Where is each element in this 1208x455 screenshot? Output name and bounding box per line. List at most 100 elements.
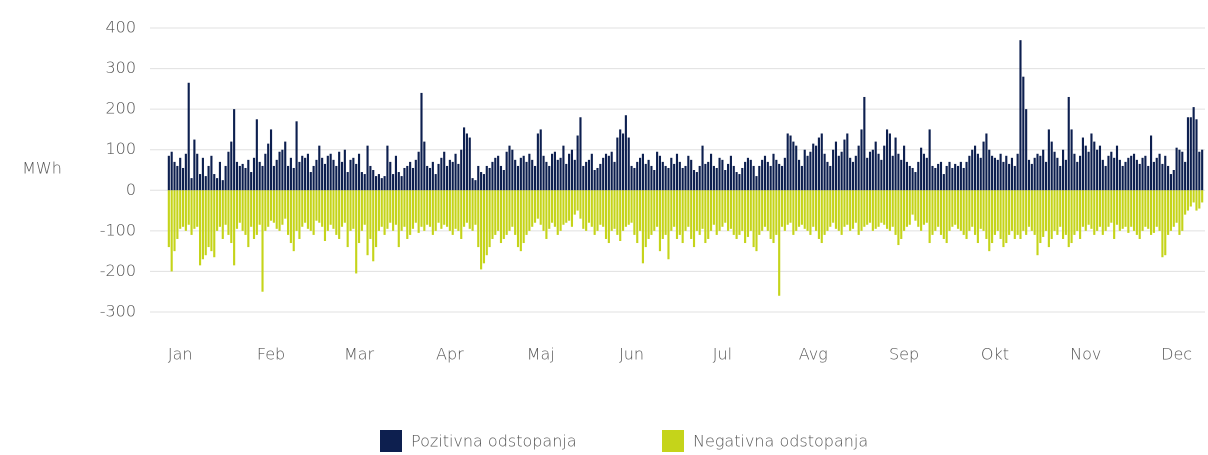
bar xyxy=(633,167,636,191)
bar xyxy=(1098,145,1102,191)
bar xyxy=(624,190,627,227)
bar xyxy=(911,190,914,215)
bar xyxy=(196,153,199,191)
bar xyxy=(973,145,977,191)
bar xyxy=(250,190,253,227)
bar xyxy=(568,190,571,221)
bar xyxy=(678,161,681,191)
bar xyxy=(1167,190,1170,235)
bar xyxy=(829,165,832,191)
bar xyxy=(724,170,727,191)
bar xyxy=(533,165,537,191)
bar xyxy=(891,190,894,227)
bar xyxy=(409,161,412,191)
bar xyxy=(403,190,406,227)
y-axis-label: MWh xyxy=(22,159,62,178)
bar xyxy=(440,190,443,229)
bar xyxy=(780,165,784,191)
bar xyxy=(357,190,361,244)
bar xyxy=(289,157,292,191)
bar xyxy=(775,190,778,235)
bar xyxy=(250,172,253,191)
bar xyxy=(1113,157,1116,191)
bar xyxy=(948,161,951,191)
bar xyxy=(661,190,664,239)
bar xyxy=(954,190,957,225)
bar xyxy=(227,151,230,191)
bar xyxy=(732,190,735,235)
bar xyxy=(1175,147,1178,191)
bar xyxy=(1081,137,1084,191)
bar xyxy=(1013,165,1016,191)
bar xyxy=(1110,190,1113,223)
bar xyxy=(349,190,352,231)
bar xyxy=(233,190,236,266)
bar xyxy=(1132,190,1136,231)
bar xyxy=(800,165,803,191)
bar xyxy=(1093,190,1096,235)
bar xyxy=(1039,190,1042,244)
bar xyxy=(377,190,380,231)
bar xyxy=(1061,149,1065,191)
bar xyxy=(522,190,525,244)
bar xyxy=(630,165,633,191)
bar xyxy=(871,190,874,231)
bar xyxy=(1019,190,1022,239)
bar xyxy=(491,161,494,191)
bar xyxy=(709,153,713,191)
bar xyxy=(304,190,307,223)
bar xyxy=(570,190,574,227)
bar xyxy=(976,190,979,244)
bar xyxy=(1104,165,1107,191)
bar xyxy=(414,190,417,223)
bar xyxy=(982,141,985,191)
bar xyxy=(287,165,290,191)
bar xyxy=(298,161,301,191)
bar xyxy=(1161,163,1164,191)
bar xyxy=(658,190,662,252)
bar xyxy=(780,190,784,227)
bar xyxy=(505,151,508,191)
bar xyxy=(323,190,327,241)
bar xyxy=(863,96,866,191)
bar xyxy=(749,159,752,191)
x-tick-label: Jun xyxy=(619,345,644,364)
bar xyxy=(468,190,471,229)
bar xyxy=(1104,190,1107,231)
bar xyxy=(1167,165,1170,191)
bar xyxy=(1155,190,1158,227)
bar xyxy=(514,159,517,191)
bar xyxy=(1158,153,1161,191)
bar xyxy=(806,190,809,231)
bar xyxy=(956,165,960,191)
bar xyxy=(1127,190,1130,233)
bar xyxy=(928,190,931,244)
x-tick-label: Sep xyxy=(889,345,919,364)
bar xyxy=(1186,117,1190,191)
bar xyxy=(346,190,349,248)
bar xyxy=(497,155,500,191)
bar xyxy=(732,165,735,191)
bar xyxy=(1198,190,1201,209)
bar xyxy=(454,153,457,191)
bar xyxy=(795,145,798,191)
bar xyxy=(531,159,534,191)
x-tick-label: Apr xyxy=(436,345,464,364)
bar xyxy=(729,190,732,229)
y-tick-label: -300 xyxy=(100,302,136,321)
bar xyxy=(678,190,681,235)
bar xyxy=(261,190,264,292)
bar xyxy=(866,190,869,225)
bar xyxy=(803,190,806,229)
bar xyxy=(971,149,974,191)
bar xyxy=(766,190,769,231)
bar xyxy=(922,153,926,191)
bar xyxy=(559,190,562,231)
bar xyxy=(786,190,789,225)
bar xyxy=(434,174,437,191)
bar xyxy=(511,190,514,227)
bar xyxy=(406,165,409,191)
bar xyxy=(1025,190,1028,235)
bar xyxy=(414,159,417,191)
bar xyxy=(233,109,236,191)
